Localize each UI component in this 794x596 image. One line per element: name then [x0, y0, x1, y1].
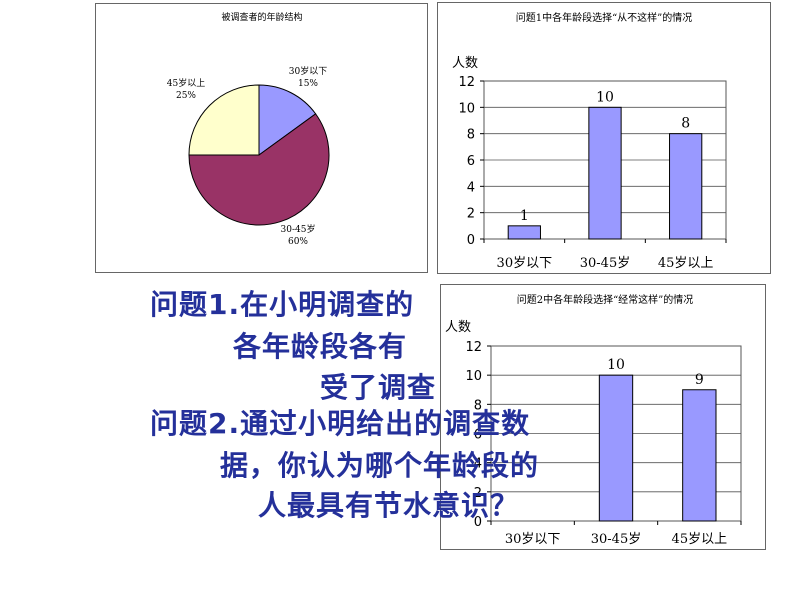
pie-slice-label: 45岁以上 — [167, 77, 205, 89]
x-tick-label: 30-45岁 — [580, 256, 630, 271]
bar-value-label: 8 — [681, 116, 690, 132]
y-tick-label: 4 — [474, 457, 482, 472]
pie-slice — [188, 113, 330, 226]
pie-slice — [258, 84, 317, 156]
bar — [598, 374, 634, 522]
question-1-line-2: 各年龄段各有 — [233, 330, 408, 363]
bar-chart-2-panel: 问题2中各年龄段选择“经常这样”的情况人数 0 2 4 6 8 10 12 30岁以下 10 30-… — [440, 284, 766, 550]
y-tick-label: 2 — [467, 207, 475, 222]
bar — [682, 389, 717, 522]
x-tick-label: 30岁以下 — [497, 256, 553, 271]
question-2-line-2: 据，你认为哪个年龄段的 — [220, 449, 540, 482]
y-tick-label: 10 — [465, 369, 482, 384]
pie-title: 被调查者的年龄结构 — [221, 11, 302, 23]
bar-value-label: 10 — [596, 89, 614, 105]
y-tick-label: 12 — [458, 75, 475, 90]
y-tick-label: 8 — [467, 128, 475, 143]
bar-value-label: 1 — [520, 208, 529, 224]
x-tick-label: 45岁以上 — [658, 256, 714, 271]
y-tick-label: 6 — [474, 428, 482, 443]
pie-slice-value-label: 25% — [176, 91, 196, 101]
y-tick-label: 8 — [474, 398, 482, 413]
y-axis-label: 人数 — [445, 320, 471, 335]
x-tick-label: 45岁以上 — [672, 532, 728, 547]
bar-chart-1-panel: 问题1中各年龄段选择“从不这样”的情况人数 0 2 4 6 8 10 12 1 30岁以下 10 30… — [437, 2, 771, 274]
bar-chart-title: 问题2中各年龄段选择“经常这样”的情况 — [517, 293, 694, 306]
y-tick-label: 2 — [474, 486, 482, 501]
pie-slice-label: 30-45岁 — [281, 223, 316, 235]
question-2-line-1: 问题2.通过小明给出的调查数 — [150, 407, 531, 440]
pie-slice — [188, 84, 260, 156]
question-1-line-3: 受了调查 — [320, 371, 437, 404]
pie-chart-panel: 被调查者的年龄结构 30岁以下 15% 30-45岁 60% 45岁以上 25% — [95, 3, 428, 273]
y-tick-label: 6 — [467, 154, 475, 169]
x-tick-label: 30岁以下 — [505, 532, 561, 547]
pie-slice-value-label: 60% — [288, 237, 308, 247]
y-axis-label: 人数 — [452, 56, 478, 71]
y-tick-label: 4 — [467, 180, 475, 195]
pie-slice-value-label: 15% — [298, 79, 318, 89]
question-2-line-3: 人最具有节水意识？ — [258, 489, 520, 522]
bar-value-label: 9 — [695, 372, 704, 388]
bar-value-label: 10 — [607, 357, 625, 373]
y-tick-label: 10 — [458, 101, 475, 116]
y-tick-label: 12 — [465, 340, 482, 355]
bar — [669, 133, 703, 240]
x-tick-label: 30-45岁 — [591, 532, 641, 547]
pie-slice-label: 30岁以下 — [289, 65, 327, 77]
y-tick-label: 0 — [474, 515, 482, 530]
y-tick-label: 0 — [467, 233, 475, 248]
bar-chart-title: 问题1中各年龄段选择“从不这样”的情况 — [516, 11, 693, 24]
pie-chart: 被调查者的年龄结构 30岁以下 15% 30-45岁 60% 45岁以上 25% — [167, 11, 330, 247]
question-1-line-1: 问题1.在小明调查的 — [150, 288, 415, 321]
bar — [588, 106, 622, 240]
bar — [507, 225, 541, 240]
